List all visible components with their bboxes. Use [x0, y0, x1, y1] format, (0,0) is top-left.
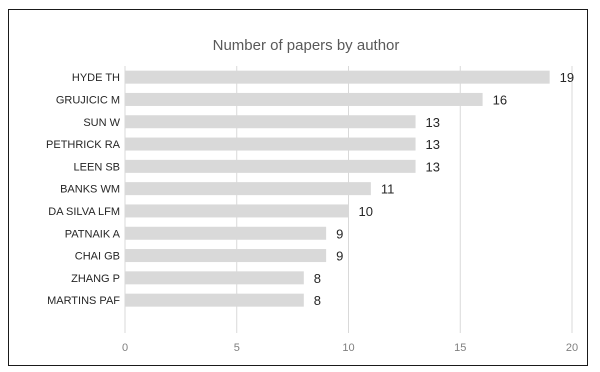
category-label: PATNAIK A [65, 228, 121, 240]
category-label: SUN W [83, 117, 120, 129]
gridlines [124, 66, 573, 333]
x-tick-label: 15 [454, 342, 466, 354]
bar [125, 271, 304, 285]
x-tick-label: 0 [122, 342, 128, 354]
x-tick-label: 10 [342, 342, 354, 354]
data-label: 9 [336, 249, 343, 264]
category-label: ZHANG P [71, 273, 120, 285]
bar [125, 92, 483, 106]
bar [125, 293, 304, 307]
data-label: 13 [426, 137, 440, 152]
x-tick-label: 20 [566, 342, 578, 354]
category-label: CHAI GB [75, 251, 120, 263]
bar [125, 115, 416, 129]
category-label: DA SILVA LFM [48, 206, 120, 218]
bar [125, 70, 550, 84]
category-label: MARTINS PAF [47, 295, 120, 307]
data-label: 11 [381, 182, 395, 197]
category-label: HYDE TH [72, 72, 120, 84]
bar [125, 137, 416, 151]
bars [125, 70, 550, 307]
category-label: BANKS WM [60, 184, 120, 196]
data-label: 9 [336, 226, 343, 241]
data-label: 19 [560, 70, 574, 85]
x-tick-label: 5 [234, 342, 240, 354]
data-label: 8 [314, 293, 321, 308]
category-labels: HYDE TH GRUJICIC M SUN W PETHRICK RA LEEN SB… [46, 72, 121, 307]
category-label: PETHRICK RA [46, 139, 121, 151]
data-label: 13 [426, 115, 440, 130]
data-label: 13 [426, 159, 440, 174]
chart-title: Number of papers by author [213, 37, 400, 54]
category-label: GRUJICIC M [56, 94, 120, 106]
x-axis-ticks: 0 5 10 15 20 [122, 342, 578, 354]
data-label: 8 [314, 271, 321, 286]
category-label: LEEN SB [74, 161, 120, 173]
bar [125, 204, 349, 218]
data-label: 16 [493, 92, 507, 107]
bar [125, 226, 327, 240]
bar [125, 159, 416, 173]
bar [125, 182, 371, 196]
data-label: 10 [359, 204, 373, 219]
bar [125, 249, 327, 263]
